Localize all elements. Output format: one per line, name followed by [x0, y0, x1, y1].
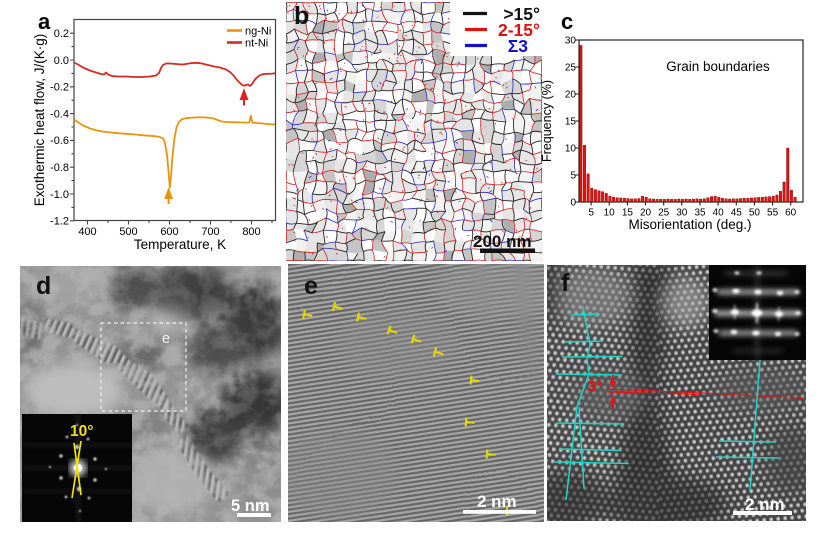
- svg-text:20: 20: [640, 208, 652, 219]
- svg-text:e: e: [162, 331, 170, 347]
- svg-text:2 nm: 2 nm: [745, 495, 785, 514]
- svg-text:0: 0: [570, 197, 576, 208]
- svg-text:20: 20: [565, 89, 577, 100]
- svg-text:30: 30: [676, 208, 688, 219]
- svg-text:15: 15: [622, 208, 634, 219]
- svg-text:700: 700: [201, 226, 219, 238]
- svg-text:-1.0: -1.0: [50, 189, 69, 201]
- svg-text:5: 5: [570, 170, 576, 181]
- svg-text:35: 35: [694, 208, 706, 219]
- svg-text:2-15°: 2-15°: [498, 20, 540, 40]
- svg-text:Grain boundaries: Grain boundaries: [666, 59, 770, 74]
- svg-text:2 nm: 2 nm: [477, 492, 517, 511]
- svg-text:d: d: [36, 272, 51, 300]
- svg-text:10°: 10°: [70, 423, 93, 440]
- svg-text:40: 40: [713, 208, 725, 219]
- svg-text:Exothermic heat flow, J/(K·g): Exothermic heat flow, J/(K·g): [32, 34, 47, 207]
- svg-text:Σ3: Σ3: [508, 36, 529, 56]
- svg-text:e: e: [304, 272, 318, 300]
- svg-text:55: 55: [767, 208, 779, 219]
- svg-text:c: c: [561, 9, 573, 34]
- svg-text:0.2: 0.2: [54, 28, 69, 40]
- svg-text:-0.8: -0.8: [50, 162, 69, 174]
- svg-text:0.0: 0.0: [54, 55, 69, 67]
- svg-text:-0.4: -0.4: [50, 108, 69, 120]
- svg-text:5 nm: 5 nm: [231, 497, 270, 515]
- svg-text:nt-Ni: nt-Ni: [245, 38, 268, 50]
- svg-text:25: 25: [658, 208, 670, 219]
- svg-text:800: 800: [242, 226, 260, 238]
- svg-text:Misorientation (deg.): Misorientation (deg.): [628, 217, 751, 232]
- svg-text:ng-Ni: ng-Ni: [245, 26, 271, 38]
- svg-text:15: 15: [565, 116, 577, 127]
- svg-text:-0.2: -0.2: [50, 82, 69, 94]
- svg-text:10: 10: [604, 208, 616, 219]
- svg-text:f: f: [561, 269, 570, 297]
- svg-text:10: 10: [565, 143, 577, 154]
- svg-text:50: 50: [749, 208, 761, 219]
- svg-text:a: a: [38, 9, 51, 34]
- svg-text:30: 30: [565, 35, 577, 46]
- svg-text:25: 25: [565, 62, 577, 73]
- svg-text:400: 400: [78, 226, 96, 238]
- svg-text:>15°: >15°: [503, 4, 540, 24]
- svg-text:60: 60: [785, 208, 797, 219]
- svg-text:b: b: [294, 2, 309, 30]
- svg-text:600: 600: [160, 226, 178, 238]
- svg-text:-0.6: -0.6: [50, 135, 69, 147]
- svg-text:-1.2: -1.2: [50, 216, 69, 228]
- svg-text:500: 500: [119, 226, 137, 238]
- svg-text:45: 45: [731, 208, 743, 219]
- svg-text:Frequency (%): Frequency (%): [540, 80, 554, 162]
- svg-text:200 nm: 200 nm: [473, 232, 532, 251]
- svg-text:Temperature, K: Temperature, K: [134, 237, 226, 252]
- svg-text:5: 5: [588, 208, 594, 219]
- svg-text:3°: 3°: [587, 378, 603, 396]
